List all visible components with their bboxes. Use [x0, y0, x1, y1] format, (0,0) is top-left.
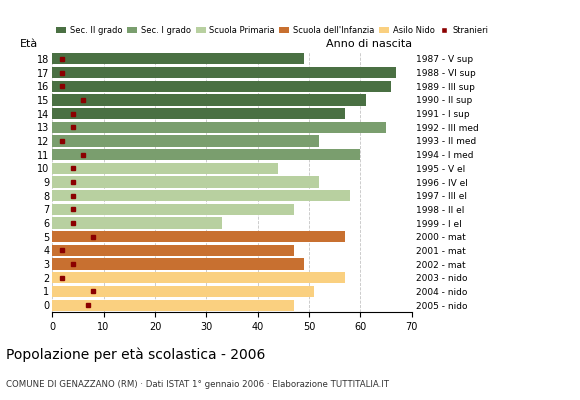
Bar — [52, 94, 365, 106]
Bar — [52, 53, 304, 64]
Bar — [52, 108, 345, 119]
Bar — [52, 190, 350, 201]
Text: Popolazione per età scolastica - 2006: Popolazione per età scolastica - 2006 — [6, 348, 265, 362]
Bar — [52, 67, 396, 78]
Text: COMUNE DI GENAZZANO (RM) · Dati ISTAT 1° gennaio 2006 · Elaborazione TUTTITALIA.: COMUNE DI GENAZZANO (RM) · Dati ISTAT 1°… — [6, 380, 389, 389]
Bar — [52, 80, 392, 92]
Legend: Sec. II grado, Sec. I grado, Scuola Primaria, Scuola dell'Infanzia, Asilo Nido, : Sec. II grado, Sec. I grado, Scuola Prim… — [56, 26, 489, 35]
Bar — [52, 272, 345, 283]
Bar — [52, 176, 320, 188]
Bar — [52, 163, 278, 174]
Text: Età: Età — [20, 39, 38, 49]
Bar — [52, 122, 386, 133]
Bar — [52, 135, 320, 146]
Bar — [52, 218, 222, 229]
Text: Anno di nascita: Anno di nascita — [326, 39, 412, 49]
Bar — [52, 231, 345, 242]
Bar — [52, 300, 293, 311]
Bar — [52, 286, 314, 297]
Bar — [52, 245, 293, 256]
Bar — [52, 204, 293, 215]
Bar — [52, 258, 304, 270]
Bar — [52, 149, 360, 160]
